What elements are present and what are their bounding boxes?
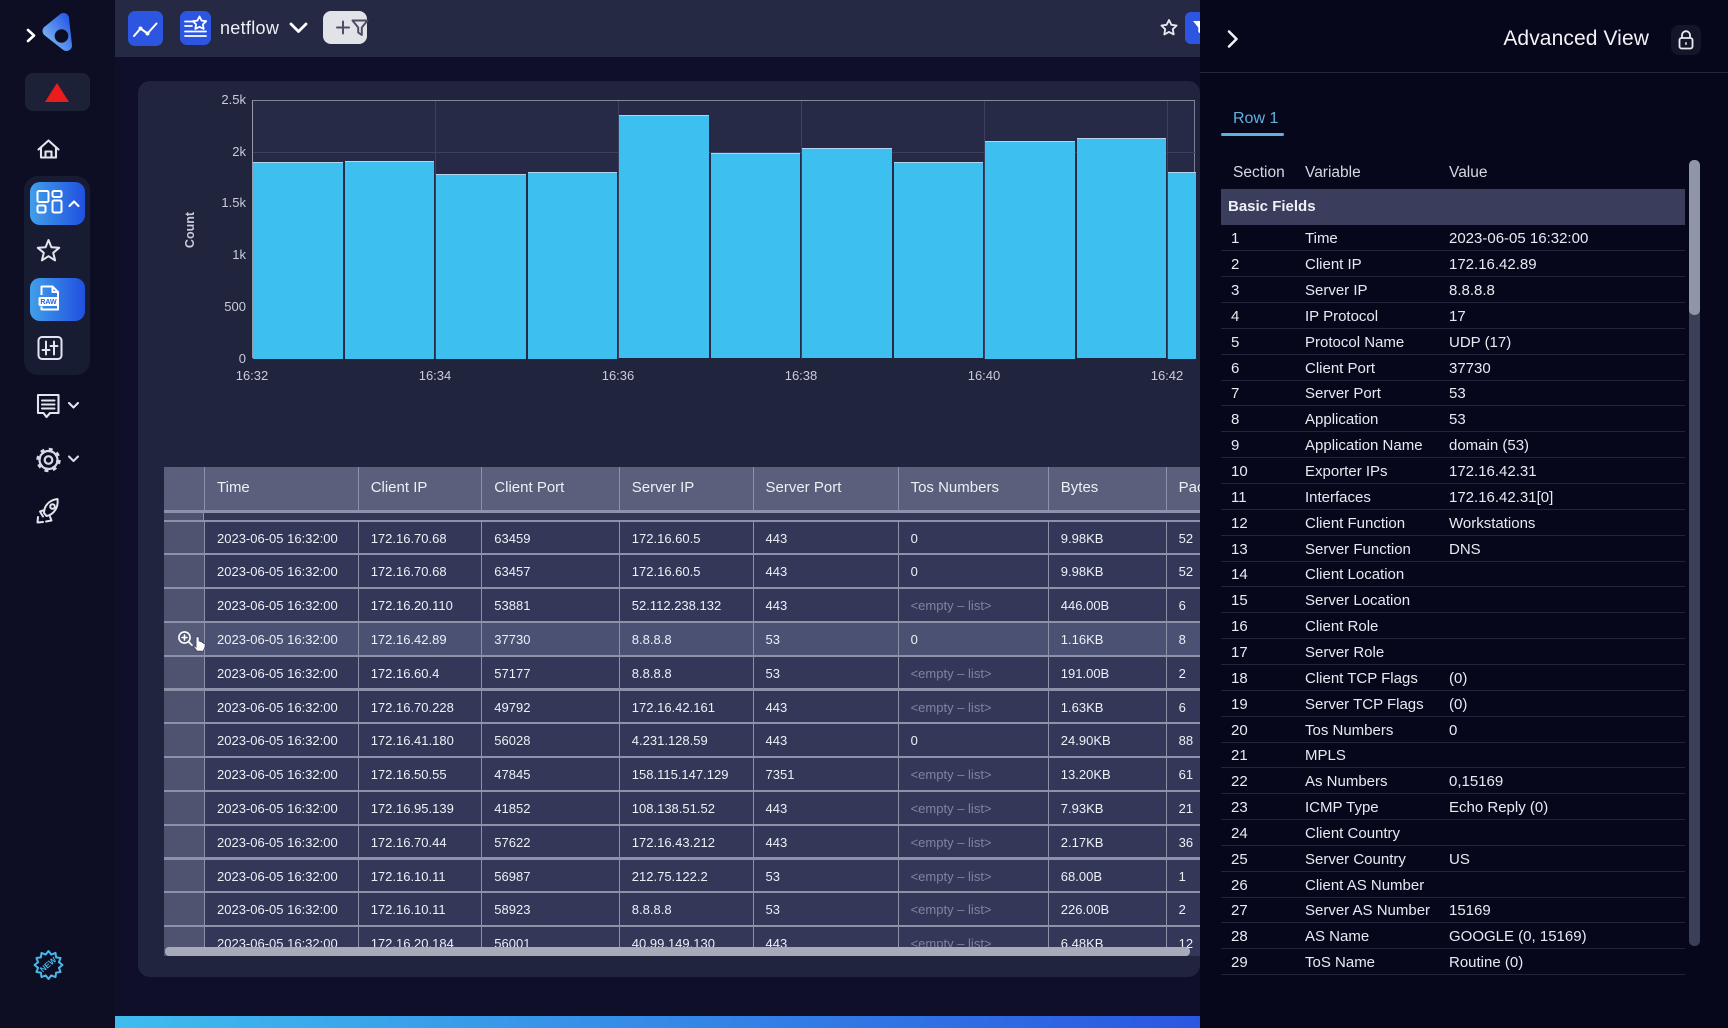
svg-text:RAW: RAW bbox=[40, 299, 57, 306]
